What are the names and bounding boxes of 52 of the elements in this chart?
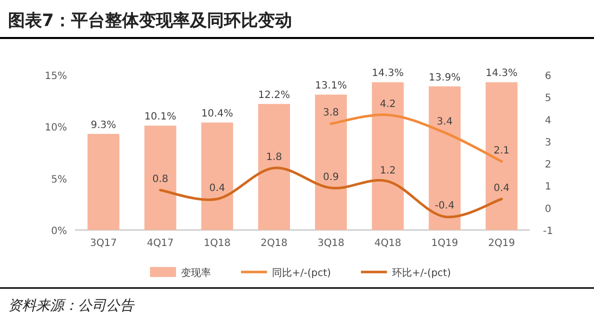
chart-title: 图表7：平台整体变现率及同环比变动 (8, 11, 292, 31)
data-label: 10.4% (201, 108, 234, 120)
x-tick-label: 2Q19 (488, 238, 516, 249)
x-tick-label: 4Q18 (374, 238, 402, 249)
x-tick-label: 2Q18 (260, 238, 288, 249)
data-label: 12.2% (258, 90, 290, 101)
data-label: -0.4 (434, 200, 454, 212)
x-tick-label: 3Q18 (317, 238, 344, 249)
y2-tick-label: 6 (544, 71, 552, 82)
y-tick-label: 10% (44, 122, 67, 134)
data-label: 9.3% (90, 120, 116, 131)
legend-label: 变现率 (181, 267, 211, 279)
x-tick-label: 1Q19 (431, 238, 458, 249)
data-label: 0.9 (322, 172, 339, 183)
data-label: 4.2 (380, 98, 396, 110)
data-label: 0.8 (152, 174, 168, 186)
data-label: 1.8 (266, 152, 282, 163)
bar (428, 86, 461, 230)
data-label: 14.3% (486, 68, 518, 80)
data-label: 3.4 (436, 116, 453, 128)
x-tick-label: 1Q18 (204, 238, 231, 249)
y2-tick-label: 3 (544, 137, 552, 148)
y2-tick-label: 2 (544, 160, 552, 171)
y2-tick-label: 4 (544, 115, 552, 126)
bar (486, 82, 518, 230)
legend-label: 同比+/-(pct) (272, 267, 332, 279)
y-tick-label: 0% (51, 226, 67, 237)
data-label: 10.1% (144, 112, 176, 123)
data-label: 13.9% (428, 72, 461, 84)
data-label: 0.4 (209, 183, 226, 194)
y2-tick-label: 1 (544, 182, 552, 193)
y2-tick-label: -1 (543, 226, 553, 237)
data-label: 13.1% (315, 80, 347, 92)
x-tick-label: 3Q17 (90, 238, 117, 249)
data-label: 3.8 (322, 108, 339, 119)
bar (315, 94, 347, 230)
y-tick-label: 5% (51, 174, 67, 186)
y-tick-label: 15% (44, 71, 67, 82)
bar (144, 126, 176, 230)
data-label: 2.1 (494, 145, 510, 156)
data-label: 0.4 (494, 183, 510, 194)
y2-tick-label: 0 (544, 204, 552, 215)
bar (88, 134, 120, 230)
data-label: 1.2 (380, 165, 396, 176)
data-label: 14.3% (372, 68, 404, 80)
x-tick-label: 4Q17 (146, 238, 174, 249)
text: 资料来源：公司公告 (8, 298, 135, 314)
y2-tick-label: 5 (544, 93, 552, 104)
legend-label: 环比+/-(pct) (392, 267, 451, 279)
bar (372, 82, 404, 230)
bar (258, 104, 290, 230)
bar (201, 122, 234, 230)
